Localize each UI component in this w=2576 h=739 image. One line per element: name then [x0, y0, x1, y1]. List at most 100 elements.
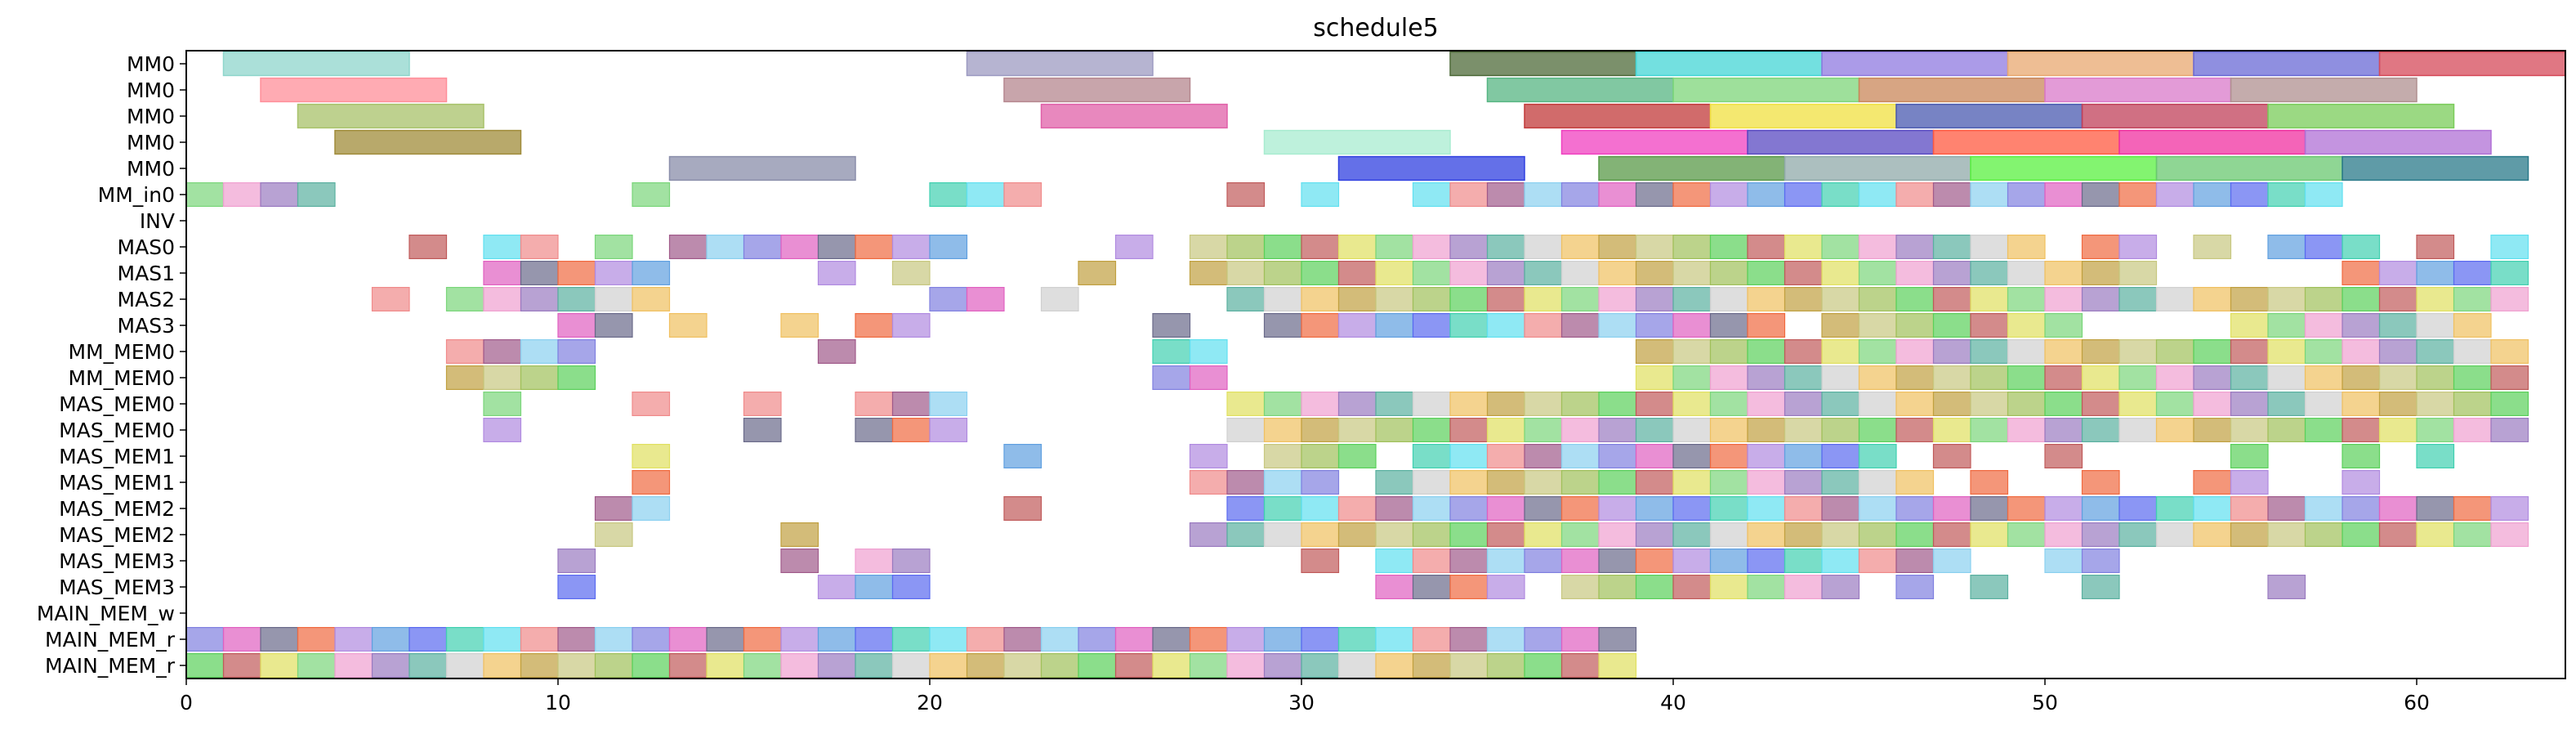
schedule-cell [2416, 261, 2455, 286]
schedule-cell [2118, 495, 2158, 521]
schedule-cell [1486, 182, 1525, 208]
schedule-cell [1895, 339, 1935, 365]
schedule-cell [1821, 574, 1860, 599]
schedule-cell [1970, 495, 2009, 521]
schedule-cell [2342, 443, 2381, 468]
schedule-cell [1895, 574, 1935, 599]
schedule-cell [1524, 548, 1563, 573]
schedule-cell [2304, 287, 2343, 312]
schedule-cell [1449, 182, 1489, 208]
schedule-cell [1895, 261, 1935, 286]
schedule-cell [2081, 261, 2120, 286]
schedule-cell [2342, 495, 2381, 521]
schedule-cell [1152, 365, 1191, 391]
schedule-cell [1226, 235, 1266, 260]
y-tick-label: MAS_MEM2 [59, 497, 175, 521]
schedule-cell [2044, 522, 2083, 547]
schedule-cell [1560, 548, 1600, 573]
schedule-bar [1895, 103, 2083, 129]
schedule-cell [1449, 626, 1489, 652]
schedule-cell [1226, 652, 1266, 678]
schedule-cell [1375, 261, 1414, 286]
schedule-bar [1337, 155, 1525, 181]
schedule-cell [1747, 365, 1786, 391]
schedule-bar [2267, 103, 2455, 129]
y-tick-label: INV [140, 209, 175, 233]
schedule-cell [1672, 418, 1712, 443]
schedule-cell [2118, 365, 2158, 391]
schedule-cell [1114, 235, 1154, 260]
schedule-cell [2118, 392, 2158, 417]
schedule-cell [1560, 392, 1600, 417]
schedule-cell [1375, 495, 1414, 521]
schedule-cell [2081, 548, 2120, 573]
y-tick-label: MAS_MEM0 [59, 392, 175, 416]
schedule-cell [929, 287, 968, 312]
schedule-cell [1821, 548, 1860, 573]
schedule-cell [1412, 182, 1451, 208]
schedule-cell [1412, 235, 1451, 260]
schedule-cell [2378, 339, 2418, 365]
schedule-cell [1486, 261, 1525, 286]
schedule-cell [1301, 313, 1340, 338]
schedule-cell [1672, 548, 1712, 573]
schedule-cell [1301, 443, 1340, 468]
schedule-cell [1821, 313, 1860, 338]
schedule-bar [222, 51, 410, 77]
schedule-cell [706, 652, 745, 678]
schedule-cell [520, 287, 559, 312]
schedule-cell [1858, 261, 1897, 286]
schedule-cell [1598, 313, 1637, 338]
schedule-cell [2155, 365, 2194, 391]
schedule-cell [1189, 626, 1228, 652]
schedule-cell [2342, 522, 2381, 547]
schedule-cell [1895, 365, 1935, 391]
schedule-cell [1635, 574, 1674, 599]
schedule-cell [632, 495, 671, 521]
schedule-cell [2304, 313, 2343, 338]
schedule-cell [2118, 287, 2158, 312]
schedule-cell [1747, 182, 1786, 208]
schedule-cell [1598, 182, 1637, 208]
schedule-cell [1003, 652, 1042, 678]
schedule-cell [929, 418, 968, 443]
schedule-cell [2230, 469, 2269, 495]
schedule-cell [2342, 469, 2381, 495]
schedule-cell [1152, 626, 1191, 652]
schedule-cell [1412, 469, 1451, 495]
schedule-cell [2267, 522, 2306, 547]
schedule-cell [334, 652, 373, 678]
schedule-cell [1858, 548, 1897, 573]
schedule-bar [1821, 51, 2009, 77]
schedule-cell [2044, 495, 2083, 521]
schedule-cell [2155, 418, 2194, 443]
schedule-cell [668, 652, 708, 678]
schedule-cell [1598, 418, 1637, 443]
schedule-cell [2490, 339, 2529, 365]
schedule-bar [2378, 51, 2566, 77]
schedule-cell [1078, 652, 1117, 678]
schedule-bar [2118, 129, 2306, 155]
schedule-cell [1598, 652, 1637, 678]
schedule-cell [1672, 287, 1712, 312]
schedule-cell [1932, 313, 1971, 338]
schedule-cell [1895, 287, 1935, 312]
schedule-cell [2342, 392, 2381, 417]
schedule-cell [1970, 182, 2009, 208]
schedule-cell [2304, 339, 2343, 365]
schedule-cell [817, 574, 856, 599]
schedule-cell [1449, 235, 1489, 260]
schedule-cell [1709, 287, 1748, 312]
schedule-cell [1040, 287, 1079, 312]
schedule-cell [1858, 235, 1897, 260]
schedule-cell [2044, 313, 2083, 338]
schedule-cell [1635, 235, 1674, 260]
schedule-cell [1784, 287, 1823, 312]
schedule-cell [668, 235, 708, 260]
schedule-cell [1486, 548, 1525, 573]
schedule-cell [2230, 313, 2269, 338]
schedule-cell [780, 652, 819, 678]
schedule-cell [2007, 392, 2046, 417]
schedule-cell [1375, 418, 1414, 443]
schedule-cell [1970, 287, 2009, 312]
